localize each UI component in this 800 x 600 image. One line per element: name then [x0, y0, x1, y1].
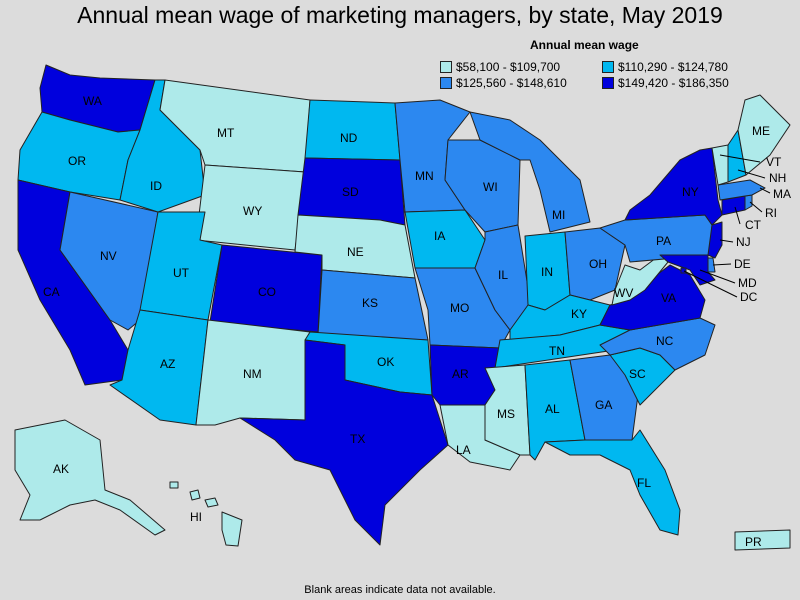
label-nd: ND: [340, 131, 358, 145]
state-nj[interactable]: [707, 221, 723, 259]
label-id: ID: [150, 179, 162, 193]
state-tx[interactable]: [239, 339, 449, 546]
label-nh: NH: [769, 171, 786, 185]
legend-title: Annual mean wage: [530, 38, 639, 52]
legend-swatch: [602, 77, 614, 89]
state-labels: WA OR CA NV ID MT WY UT AZ CO NM ND SD N…: [43, 94, 791, 549]
leader-line-vt: [719, 154, 761, 163]
label-or: OR: [68, 154, 86, 168]
label-sd: SD: [342, 185, 359, 199]
label-nc: NC: [656, 334, 674, 348]
label-in: IN: [541, 265, 553, 279]
label-wy: WY: [243, 204, 262, 218]
label-wi: WI: [483, 180, 498, 194]
state-ak[interactable]: [14, 419, 166, 536]
label-me: ME: [752, 124, 770, 138]
label-nv: NV: [100, 249, 117, 263]
leader-line-ct: [734, 206, 741, 225]
label-mt: MT: [217, 126, 235, 140]
legend-label: $125,560 - $148,610: [456, 76, 567, 90]
state-mi[interactable]: [469, 111, 591, 233]
label-ar: AR: [452, 367, 469, 381]
label-il: IL: [498, 268, 508, 282]
label-mn: MN: [415, 169, 434, 183]
legend-label: $110,290 - $124,780: [618, 60, 728, 74]
legend-label: $149,420 - $186,350: [618, 76, 729, 90]
label-mi: MI: [552, 208, 565, 222]
label-sc: SC: [629, 367, 646, 381]
label-dc: DC: [740, 290, 758, 304]
label-wa: WA: [83, 94, 102, 108]
label-de: DE: [734, 257, 751, 271]
label-vt: VT: [766, 155, 782, 169]
label-ri: RI: [765, 206, 777, 220]
map-title: Annual mean wage of marketing managers, …: [77, 2, 723, 28]
state-dc[interactable]: [680, 267, 687, 274]
state-ny[interactable]: [624, 147, 723, 226]
label-pr: PR: [745, 535, 762, 549]
legend-item-class-4: $149,420 - $186,350: [602, 76, 770, 90]
leader-line-nj: [719, 239, 734, 243]
label-nj: NJ: [736, 235, 751, 249]
state-ma[interactable]: [717, 179, 766, 201]
label-ms: MS: [497, 407, 515, 421]
label-tn: TN: [549, 344, 565, 358]
leader-line-dc: [683, 270, 738, 298]
state-pr[interactable]: [734, 529, 791, 551]
label-tx: TX: [350, 432, 365, 446]
label-ga: GA: [595, 398, 612, 412]
legend-item-class-2: $110,290 - $124,780: [602, 60, 770, 74]
label-wv: WV: [614, 286, 633, 300]
label-ak: AK: [53, 462, 69, 476]
legend-item-class-3: $125,560 - $148,610: [440, 76, 602, 90]
label-ut: UT: [173, 266, 190, 280]
label-md: MD: [738, 276, 757, 290]
legend-label: $58,100 - $109,700: [456, 60, 561, 74]
label-pa: PA: [656, 234, 671, 248]
label-ky: KY: [571, 307, 587, 321]
label-hi: HI: [190, 510, 202, 524]
leader-line-ma: [759, 187, 771, 194]
legend-swatch: [440, 77, 452, 89]
leader-line-md: [699, 269, 736, 284]
label-az: AZ: [160, 357, 175, 371]
label-ok: OK: [377, 355, 394, 369]
label-la: LA: [456, 443, 471, 457]
label-ct: CT: [745, 218, 762, 232]
label-al: AL: [545, 402, 560, 416]
state-ga[interactable]: [569, 354, 641, 441]
label-ma: MA: [773, 187, 791, 201]
label-ny: NY: [682, 185, 699, 199]
leader-lines: [683, 154, 771, 298]
legend-swatch: [602, 61, 614, 73]
label-ks: KS: [362, 296, 378, 310]
leader-line-nh: [737, 169, 766, 179]
state-hi[interactable]: [169, 481, 243, 547]
leader-line-ri: [749, 201, 763, 213]
label-co: CO: [258, 285, 276, 299]
legend: Annual mean wage $58,100 - $109,700 $110…: [440, 38, 770, 90]
label-mo: MO: [450, 301, 469, 315]
label-nm: NM: [243, 367, 262, 381]
label-fl: FL: [637, 476, 651, 490]
label-ca: CA: [43, 285, 60, 299]
label-ne: NE: [347, 245, 364, 259]
state-fl[interactable]: [544, 429, 681, 536]
leader-line-de: [712, 263, 732, 266]
label-oh: OH: [589, 257, 607, 271]
legend-swatch: [440, 61, 452, 73]
label-va: VA: [661, 291, 676, 305]
state-nd[interactable]: [304, 99, 401, 161]
state-me[interactable]: [737, 94, 791, 176]
legend-item-class-1: $58,100 - $109,700: [440, 60, 602, 74]
label-ia: IA: [434, 229, 445, 243]
footnote: Blank areas indicate data not available.: [304, 584, 496, 596]
